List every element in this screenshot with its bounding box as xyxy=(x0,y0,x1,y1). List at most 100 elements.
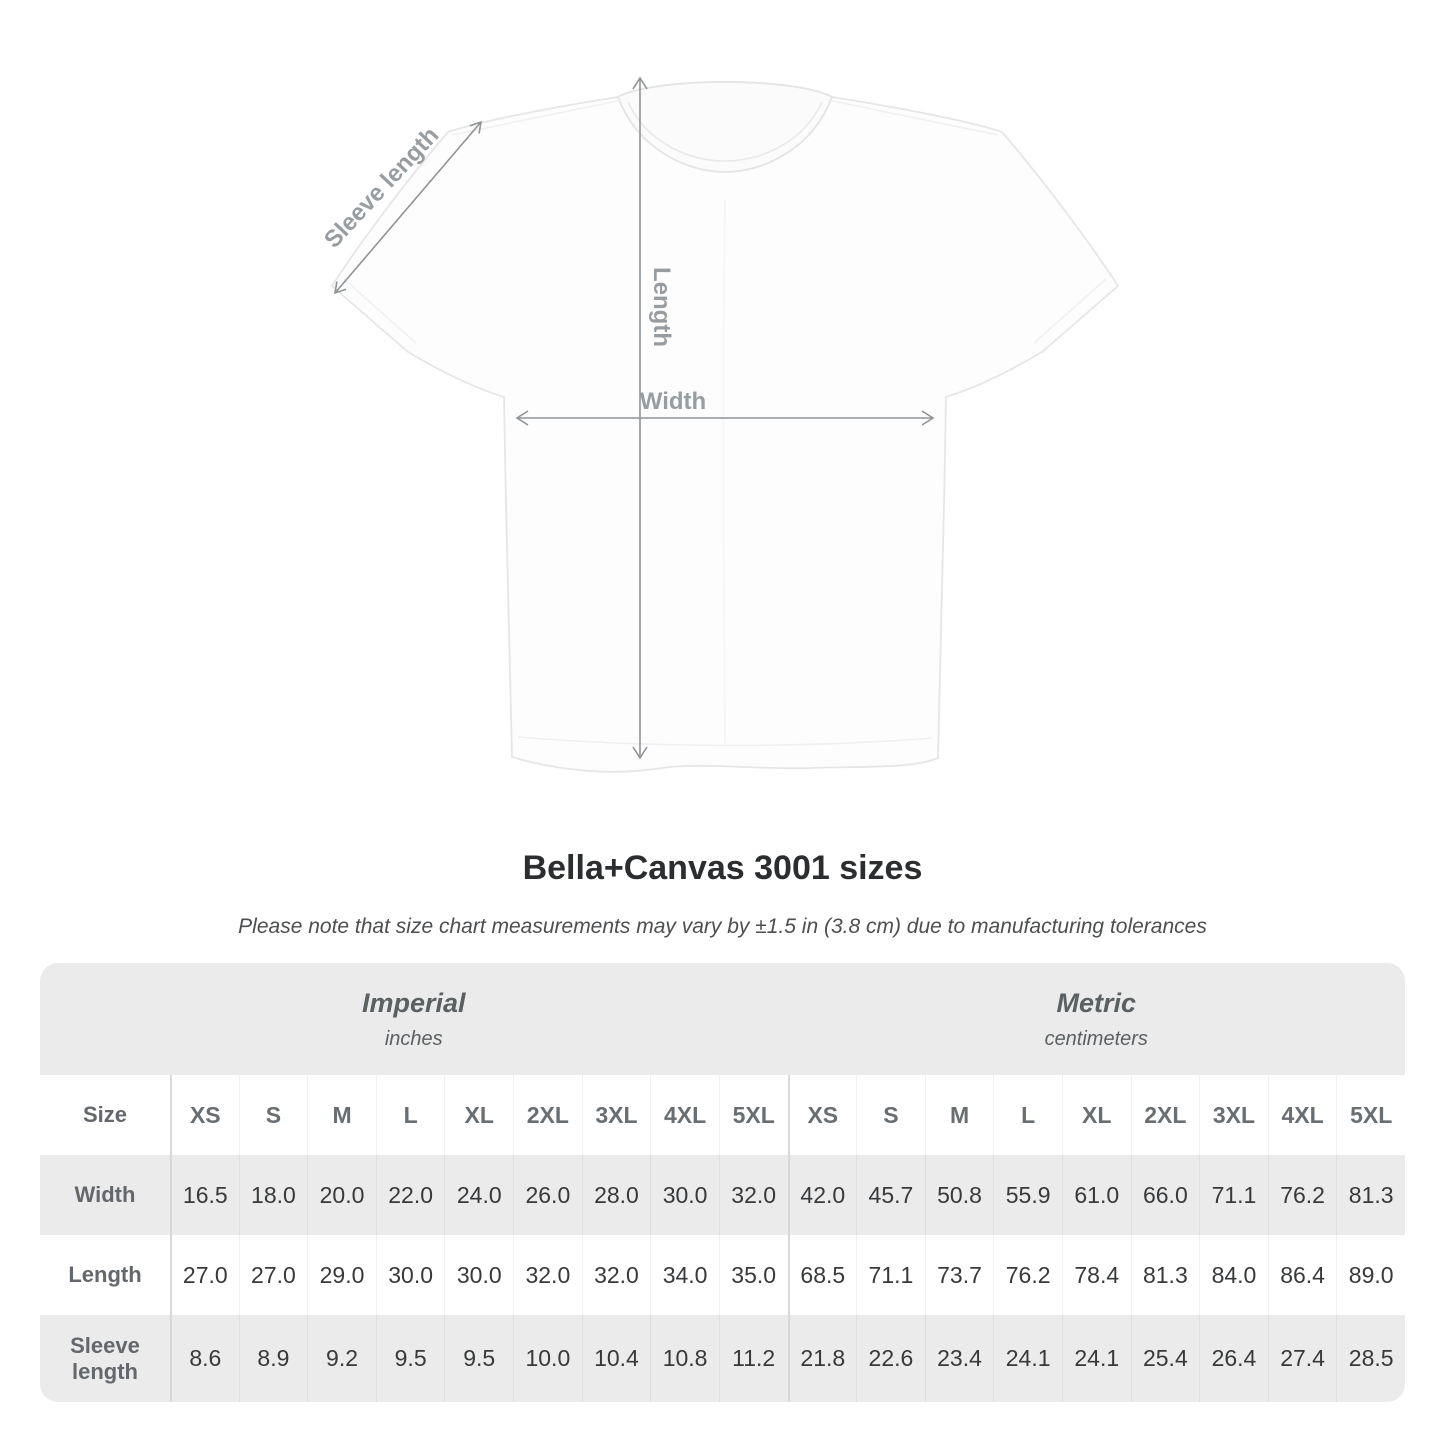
tshirt-image xyxy=(330,76,1120,773)
size-col-header: 2XL xyxy=(513,1075,582,1155)
row-label: Length xyxy=(68,1262,142,1287)
table-cell: 27.0 xyxy=(238,1235,308,1315)
size-col-header: 5XL xyxy=(718,1075,788,1155)
tshirt-sleeve-hems xyxy=(343,278,1107,344)
table-cell: 24.0 xyxy=(444,1155,513,1235)
unit-header-row: Imperial inches Metric centimeters xyxy=(40,963,1405,1075)
table-cell: 73.7 xyxy=(924,1235,994,1315)
table-cell: 34.0 xyxy=(650,1235,719,1315)
imperial-title: Imperial xyxy=(361,987,466,1018)
tshirt-bottom-hem xyxy=(517,736,933,747)
table-cell: 28.0 xyxy=(581,1155,651,1235)
metric-title: Metric xyxy=(1056,987,1137,1018)
table-cell: 45.7 xyxy=(856,1155,925,1235)
tolerance-note: Please note that size chart measurements… xyxy=(238,915,1207,938)
table-row: Sleeve length 8.6 8.9 9.2 9.5 9.5 10.0 10.4 10.8… xyxy=(40,1315,1405,1402)
size-col-header: 5XL xyxy=(1336,1075,1405,1155)
size-chart-table: Imperial inches Metric centimeters Size X… xyxy=(40,963,1405,1402)
table-cell: 22.0 xyxy=(375,1155,445,1235)
table-cell: 35.0 xyxy=(718,1235,788,1315)
metric-header: Metric centimeters xyxy=(788,963,1406,1075)
table-row: Length 27.0 27.0 29.0 30.0 30.0 32.0 32.0 34.0 35… xyxy=(40,1235,1405,1315)
tshirt-neckline xyxy=(627,101,823,162)
table-cell: 28.5 xyxy=(1336,1315,1405,1402)
size-row-label: Size xyxy=(82,1102,128,1127)
size-header-row: Size XS S M L XL 2XL 3XL 4XL 5XL XS S M L XL 2XL 3XL 4XL 5… xyxy=(40,1075,1405,1155)
table-cell: 30.0 xyxy=(650,1155,719,1235)
table-cell: 23.4 xyxy=(924,1315,994,1402)
row-label: Sleeve length xyxy=(70,1332,140,1384)
table-row: Width 16.5 18.0 20.0 22.0 24.0 26.0 28.0 30.0 32.… xyxy=(40,1155,1405,1235)
tshirt-collar xyxy=(616,81,834,173)
size-col-header: S xyxy=(238,1075,308,1155)
size-col-header: 3XL xyxy=(1199,1075,1268,1155)
table-cell: 61.0 xyxy=(1061,1155,1131,1235)
table-cell: 42.0 xyxy=(787,1155,857,1235)
table-cell: 8.9 xyxy=(238,1315,308,1402)
table-cell: 32.0 xyxy=(581,1235,651,1315)
size-col-header: XL xyxy=(1061,1075,1131,1155)
size-col-header: XS xyxy=(170,1075,239,1155)
table-cell: 32.0 xyxy=(718,1155,788,1235)
size-col-header: L xyxy=(375,1075,445,1155)
table-cell: 89.0 xyxy=(1336,1235,1405,1315)
table-cell: 9.5 xyxy=(444,1315,513,1402)
measurement-arrows xyxy=(333,76,935,760)
table-cell: 16.5 xyxy=(170,1155,239,1235)
table-cell: 27.4 xyxy=(1267,1315,1337,1402)
table-cell: 9.2 xyxy=(307,1315,376,1402)
table-cell: 27.0 xyxy=(170,1235,239,1315)
table-cell: 26.0 xyxy=(513,1155,582,1235)
table-cell: 84.0 xyxy=(1199,1235,1268,1315)
table-cell: 50.8 xyxy=(924,1155,994,1235)
row-label: Width xyxy=(74,1182,136,1207)
table-cell: 76.2 xyxy=(1267,1155,1337,1235)
size-col-header: S xyxy=(856,1075,925,1155)
table-cell: 8.6 xyxy=(170,1315,239,1402)
table-cell: 10.0 xyxy=(513,1315,582,1402)
width-label: Width xyxy=(639,388,707,415)
size-col-header: XL xyxy=(444,1075,513,1155)
size-col-header: L xyxy=(993,1075,1062,1155)
tshirt-body xyxy=(330,81,1120,773)
table-cell: 86.4 xyxy=(1267,1235,1337,1315)
table-cell: 30.0 xyxy=(375,1235,445,1315)
page-title: Bella+Canvas 3001 sizes xyxy=(522,849,923,887)
table-cell: 24.1 xyxy=(1061,1315,1131,1402)
table-cell: 24.1 xyxy=(993,1315,1062,1402)
table-cell: 10.8 xyxy=(650,1315,719,1402)
table-cell: 30.0 xyxy=(444,1235,513,1315)
table-cell: 29.0 xyxy=(307,1235,376,1315)
size-col-header: M xyxy=(924,1075,994,1155)
table-cell: 26.4 xyxy=(1199,1315,1268,1402)
imperial-header: Imperial inches xyxy=(40,963,788,1075)
table-cell: 68.5 xyxy=(787,1235,857,1315)
table-cell: 25.4 xyxy=(1130,1315,1200,1402)
sleeve-length-arrow xyxy=(334,121,482,294)
tshirt-crease xyxy=(722,199,726,746)
imperial-unit: inches xyxy=(384,1027,443,1050)
size-col-header: XS xyxy=(787,1075,857,1155)
metric-unit: centimeters xyxy=(1044,1027,1148,1050)
table-cell: 71.1 xyxy=(856,1235,925,1315)
table-cell: 55.9 xyxy=(993,1155,1062,1235)
table-cell: 21.8 xyxy=(787,1315,857,1402)
table-cell: 9.5 xyxy=(375,1315,445,1402)
table-cell: 11.2 xyxy=(718,1315,788,1402)
table-cell: 81.3 xyxy=(1336,1155,1405,1235)
table-cell: 20.0 xyxy=(307,1155,376,1235)
table-cell: 22.6 xyxy=(856,1315,925,1402)
length-label: Length xyxy=(648,267,675,347)
size-col-header: 2XL xyxy=(1130,1075,1200,1155)
size-col-header: M xyxy=(307,1075,376,1155)
table-cell: 66.0 xyxy=(1130,1155,1200,1235)
size-col-header: 4XL xyxy=(1267,1075,1337,1155)
table-cell: 76.2 xyxy=(993,1235,1062,1315)
table-cell: 81.3 xyxy=(1130,1235,1200,1315)
table-cell: 18.0 xyxy=(238,1155,308,1235)
size-col-header: 4XL xyxy=(650,1075,719,1155)
size-col-header: 3XL xyxy=(581,1075,651,1155)
table-cell: 10.4 xyxy=(581,1315,651,1402)
table-cell: 71.1 xyxy=(1199,1155,1268,1235)
